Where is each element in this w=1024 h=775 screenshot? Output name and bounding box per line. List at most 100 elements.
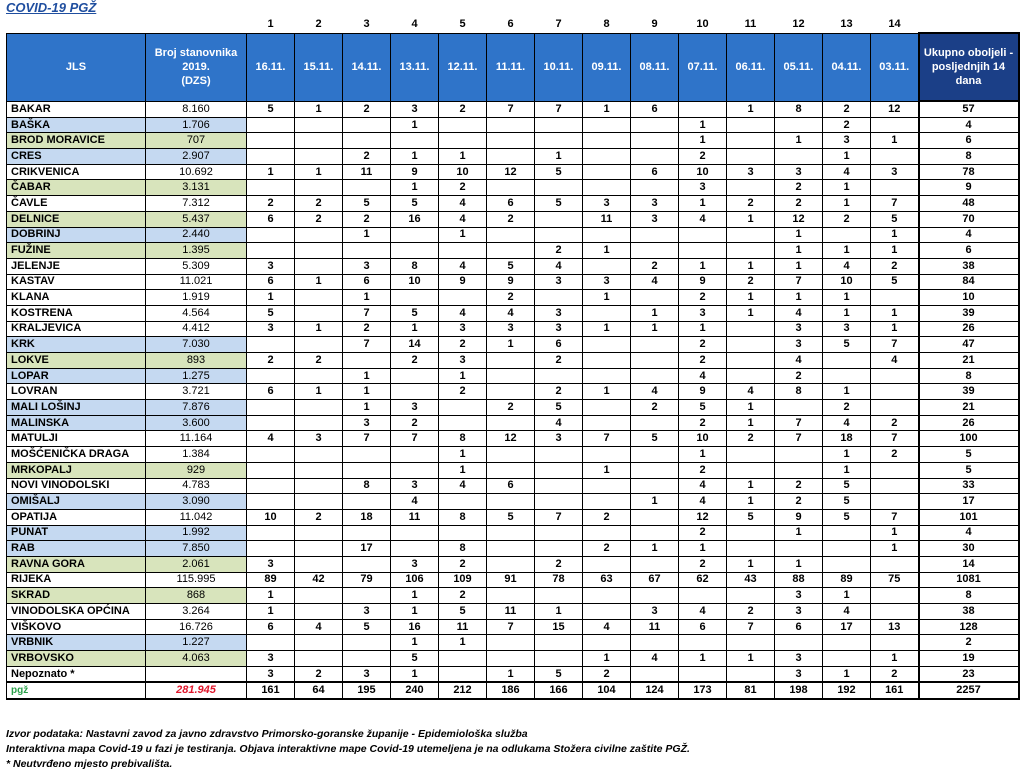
row-total: 39 <box>917 304 1020 322</box>
row-day-value: 2 <box>390 352 439 369</box>
row-day-value: 3 <box>342 603 391 620</box>
row-day-value: 6 <box>486 195 535 212</box>
row-jls-name: BAŠKA <box>6 116 146 134</box>
row-day-value: 18 <box>822 430 871 448</box>
row-day-value: 1 <box>726 257 775 275</box>
header-row: JLS Broj stanovnika 2019. (DZS) 16.11. 15… <box>6 32 1020 102</box>
row-jls-name: CRES <box>6 148 146 165</box>
row-day-value: 3 <box>390 555 439 573</box>
row-day-value <box>726 665 775 683</box>
row-day-value <box>630 555 679 573</box>
row-day-value: 7 <box>342 304 391 322</box>
row-total: 23 <box>917 665 1020 683</box>
row-day-value <box>534 179 583 197</box>
row-day-value <box>582 367 631 385</box>
header-total-line: posljednjih 14 <box>931 61 1006 73</box>
row-total: 38 <box>917 257 1020 275</box>
row-day-value: 63 <box>582 571 631 589</box>
row-day-value <box>342 446 391 463</box>
footnotes: Izvor podataka: Nastavni zavod za javno … <box>6 727 690 772</box>
row-jls-name: DOBRINJ <box>6 226 146 244</box>
row-day-value: 1 <box>246 163 295 181</box>
row-day-value <box>774 634 823 652</box>
row-day-value: 1 <box>726 399 775 416</box>
row-day-value: 5 <box>342 195 391 212</box>
row-total: 39 <box>917 383 1020 401</box>
row-day-value <box>486 116 535 134</box>
row-day-value: 5 <box>390 650 439 667</box>
row-day-value: 3 <box>774 665 823 683</box>
row-day-value: 1 <box>678 650 727 667</box>
row-day-value: 8 <box>438 430 487 448</box>
row-day-value <box>246 399 295 416</box>
row-day-value: 6 <box>678 618 727 636</box>
row-day-value: 4 <box>486 304 535 322</box>
row-day-value: 9 <box>438 273 487 291</box>
day-number: 10 <box>696 17 709 30</box>
table-row: Nepoznato * 3 2 3 1 1 5 2 3 1 2 23 <box>6 665 1020 683</box>
row-day-value <box>486 414 535 432</box>
row-day-value <box>726 524 775 542</box>
row-day-value <box>726 461 775 479</box>
row-day-value <box>582 634 631 652</box>
row-jls-name: PUNAT <box>6 524 146 542</box>
row-day-value: 1 <box>294 273 343 291</box>
row-day-value <box>822 367 871 385</box>
row-day-value: 3 <box>774 163 823 181</box>
row-day-value: 1 <box>438 446 487 463</box>
table-row: VRBOVSKO 4.063 3 5 1 4 1 1 3 1 19 <box>6 650 1020 667</box>
row-total: 2 <box>917 634 1020 652</box>
row-population <box>145 665 247 683</box>
row-day-value: 89 <box>246 571 295 589</box>
row-day-value: 4 <box>390 493 439 510</box>
row-day-value: 7 <box>870 508 919 526</box>
row-day-value: 7 <box>726 618 775 636</box>
header-date: 04.11. <box>822 32 871 102</box>
row-day-value: 1 <box>870 320 919 338</box>
row-total: 128 <box>917 618 1020 636</box>
row-day-value: 5 <box>486 508 535 526</box>
row-day-value: 1 <box>822 304 871 322</box>
row-total: 6 <box>917 242 1020 259</box>
row-day-value: 1 <box>294 163 343 181</box>
row-day-value <box>726 116 775 134</box>
row-day-value: 4 <box>630 383 679 401</box>
row-day-value <box>726 320 775 338</box>
row-day-value: 2 <box>774 493 823 510</box>
row-total: 48 <box>917 195 1020 212</box>
total-day-value: 192 <box>822 681 871 701</box>
row-day-value <box>774 540 823 557</box>
row-day-value <box>294 524 343 542</box>
row-total: 6 <box>917 132 1020 150</box>
header-date: 10.11. <box>534 32 583 102</box>
row-day-value <box>774 399 823 416</box>
row-day-value: 3 <box>438 320 487 338</box>
covid-table: 1 2 3 4 5 6 7 8 9 10 11 12 13 14 JLS Broj stanovnika … <box>6 15 1020 701</box>
row-day-value: 106 <box>390 571 439 589</box>
row-population: 4.564 <box>145 304 247 322</box>
row-day-value <box>630 524 679 542</box>
row-day-value <box>486 587 535 604</box>
row-day-value: 5 <box>486 257 535 275</box>
row-day-value <box>390 289 439 306</box>
table-row: PUNAT 1.992 2 1 1 4 <box>6 524 1020 542</box>
row-day-value <box>294 116 343 134</box>
row-day-value: 5 <box>678 399 727 416</box>
row-day-value: 6 <box>246 383 295 401</box>
row-jls-name: LOKVE <box>6 352 146 369</box>
row-population: 1.919 <box>145 289 247 306</box>
row-day-value <box>822 650 871 667</box>
row-day-value: 9 <box>678 383 727 401</box>
row-day-value: 2 <box>678 461 727 479</box>
row-day-value: 4 <box>582 618 631 636</box>
row-day-value: 1 <box>342 289 391 306</box>
pgz-logo: pgž <box>6 681 146 701</box>
row-day-value <box>390 383 439 401</box>
table-row: OPATIJA 11.042 10 2 18 11 8 5 7 2 12 5 9 5 7 101 <box>6 508 1020 526</box>
row-day-value <box>630 587 679 604</box>
row-day-value: 2 <box>246 352 295 369</box>
row-day-value: 1 <box>582 242 631 259</box>
row-jls-name: MOŠĆENIČKA DRAGA <box>6 446 146 463</box>
table-row: KOSTRENA 4.564 5 7 5 4 4 3 1 3 1 4 1 1 39 <box>6 304 1020 322</box>
row-day-value: 1 <box>582 461 631 479</box>
